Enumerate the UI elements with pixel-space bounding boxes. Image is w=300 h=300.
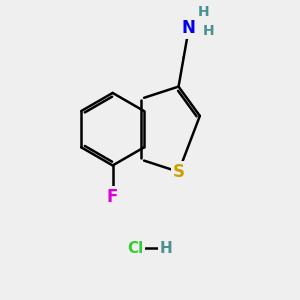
Text: H: H xyxy=(202,24,214,38)
Text: F: F xyxy=(107,188,118,206)
Text: H: H xyxy=(160,241,173,256)
Text: H: H xyxy=(198,5,209,19)
Text: S: S xyxy=(172,163,184,181)
Text: Cl: Cl xyxy=(127,241,143,256)
Text: N: N xyxy=(182,19,196,37)
